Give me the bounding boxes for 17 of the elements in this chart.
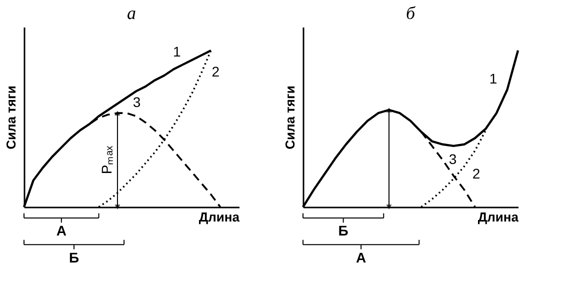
series-label: 3 — [132, 94, 141, 110]
x-axis-title: Длина — [198, 210, 240, 224]
x-axis-title: Длина — [478, 210, 520, 224]
series-label: 1 — [489, 70, 498, 87]
series-label: 3 — [448, 151, 457, 168]
y-axis-title: Сила тяги — [282, 86, 298, 150]
text: Б — [338, 222, 348, 239]
series-label: 2 — [212, 63, 220, 80]
series-label: 2 — [472, 165, 480, 182]
y-axis-title: Сила тяги — [4, 86, 18, 150]
chart-title: а — [127, 3, 136, 23]
text: А — [356, 249, 366, 266]
series-label: 1 — [173, 44, 182, 60]
annotation: Pₘₐₓ — [98, 146, 114, 174]
text: Б — [68, 249, 80, 266]
text: А — [56, 222, 66, 239]
chart-title: б — [406, 3, 416, 23]
